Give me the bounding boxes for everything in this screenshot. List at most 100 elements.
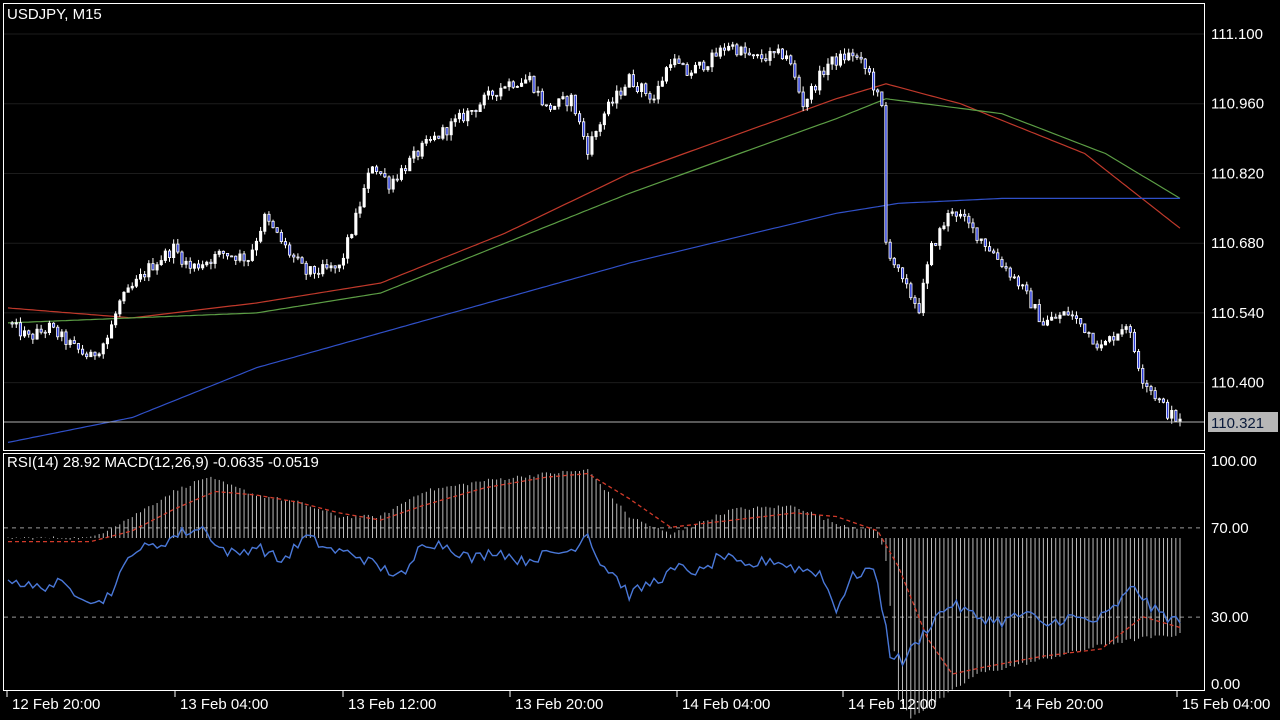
candle-body [619,90,623,96]
candle-body [432,135,437,141]
candle-body [1012,276,1016,279]
candle-body [652,98,656,101]
candle-body [1174,409,1178,422]
candle-body [582,121,586,137]
candle-body [677,58,681,64]
candle-body [930,242,934,266]
candle-body [880,91,884,107]
candle-body [1083,323,1087,333]
candle-body [399,168,403,180]
candle-body [495,94,499,97]
candle-body [855,55,859,58]
candle-body [693,64,697,74]
candle-body [607,101,611,115]
candle-body [950,211,954,214]
candle-body [793,63,797,78]
candle-body [503,86,507,89]
candle-body [93,351,97,357]
candle-body [896,264,900,269]
candle-body [383,173,387,178]
candle-body [453,118,457,123]
candle-body [971,222,975,229]
candle-body [959,213,963,217]
candle-body [1099,344,1103,349]
candle-body [656,85,660,100]
candle-body [408,157,412,172]
candle-body [387,176,391,190]
candle-body [1029,290,1033,309]
candle-body [851,52,855,57]
candle-body [507,81,511,88]
candle-body [10,322,14,325]
candle-body [557,98,561,107]
macd-signal-line [8,472,1181,675]
candle-body [685,64,689,76]
candle-body [391,178,395,190]
candle-body [163,250,167,261]
current-price-tag-label: 110.321 [1211,415,1264,432]
moving-average-lines [7,83,1181,443]
candle-body [838,53,842,66]
candle-body [735,44,739,56]
candle-body [457,112,461,120]
chart-title: USDJPY, M15 [7,6,102,23]
candle-body [847,52,851,61]
candle-body [474,110,478,113]
candle-body [1058,314,1062,319]
candle-body [1033,303,1037,309]
time-axis: 12 Feb 20:00 13 Feb 04:00 13 Feb 12:00 13 F… [6,691,1270,713]
candle-body [192,263,196,269]
time-tick-label: 15 Feb 04:00 [1182,696,1270,713]
candle-body [627,74,631,88]
current-price-tag: 110.321 [1208,412,1278,432]
candle-body [122,291,126,302]
candle-body [511,81,515,88]
candle-body [640,83,644,93]
price-tick-label: 110.960 [1211,96,1264,113]
candle-body [1128,326,1132,333]
candle-body [329,265,333,269]
candle-body [420,142,424,157]
candle-body [1025,284,1029,292]
candle-body [1124,326,1128,330]
time-tick-label: 13 Feb 20:00 [515,696,603,713]
candle-body [1141,367,1145,384]
price-tick-label: 110.680 [1211,235,1264,252]
candle-body [238,253,242,261]
candle-body [167,250,172,258]
candle-body [921,282,925,314]
candle-body [159,260,163,265]
candle-body [1091,332,1095,345]
candle-body [884,105,888,243]
current-price-tag-box [1208,412,1278,432]
candle-body [424,138,428,144]
candle-body [540,90,544,106]
candle-body [917,303,921,314]
candle-body [834,56,838,66]
candle-body [486,90,490,96]
candle-body [996,252,1000,260]
candle-body [751,54,755,57]
candle-body [1137,351,1141,369]
candle-body [867,68,871,73]
candlestick-series [10,41,1182,427]
candle-body [325,264,329,269]
candle-body [366,172,370,189]
candle-body [909,283,913,299]
candle-body [524,79,528,84]
moving-average-line [7,197,1180,443]
candle-body [702,61,706,71]
candle-body [747,52,751,56]
candle-body [586,135,590,155]
candle-body [681,63,685,66]
price-axis: 111.100 110.960 110.820 110.680 110.540 110.4… [1211,26,1264,392]
candle-body [283,241,287,246]
candle-body [188,260,192,269]
indicator-tick-label: 30.00 [1211,609,1249,626]
candle-body [1103,340,1108,346]
candle-body [478,104,482,113]
candle-body [346,237,350,259]
candle-body [1149,386,1153,392]
candle-body [975,227,979,241]
candle-body [230,255,234,258]
